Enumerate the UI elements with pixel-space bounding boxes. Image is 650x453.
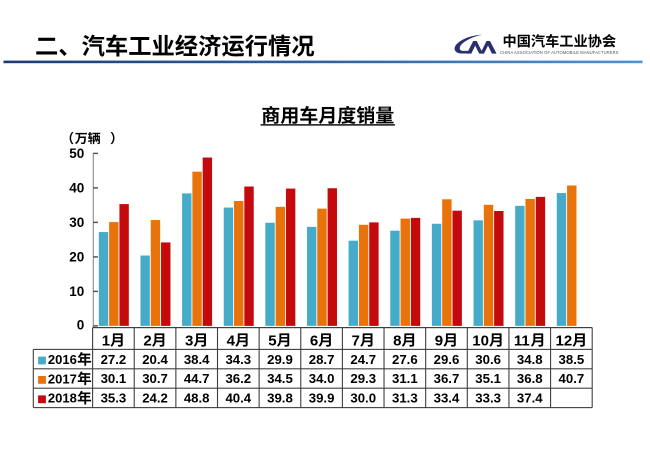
- svg-text:31.3: 31.3: [392, 391, 418, 406]
- svg-text:33.4: 33.4: [434, 391, 460, 406]
- svg-text:8: 8: [393, 332, 401, 349]
- svg-text:7: 7: [352, 332, 360, 349]
- svg-text:2016: 2016: [48, 352, 77, 367]
- svg-text:11: 11: [514, 332, 530, 349]
- svg-text:33.3: 33.3: [475, 391, 501, 406]
- svg-text:38.5: 38.5: [559, 352, 585, 367]
- svg-text:1: 1: [102, 332, 110, 349]
- svg-text:50: 50: [69, 146, 84, 161]
- svg-text:35.3: 35.3: [101, 391, 127, 406]
- svg-text:27.2: 27.2: [101, 352, 127, 367]
- svg-text:2018: 2018: [48, 391, 77, 406]
- svg-text:0: 0: [77, 317, 85, 332]
- svg-text:24.2: 24.2: [142, 391, 168, 406]
- svg-text:39.8: 39.8: [267, 391, 293, 406]
- svg-text:9: 9: [435, 332, 443, 349]
- svg-text:20: 20: [69, 250, 84, 265]
- svg-text:40.4: 40.4: [225, 391, 251, 406]
- svg-text:31.1: 31.1: [392, 371, 418, 386]
- svg-text:36.7: 36.7: [434, 371, 460, 386]
- svg-text:34.0: 34.0: [309, 371, 335, 386]
- svg-text:CHINA ASSOCIATION OF AUTOMOBIL: CHINA ASSOCIATION OF AUTOMOBILE MANUFACT…: [500, 50, 619, 55]
- svg-text:40.7: 40.7: [559, 371, 585, 386]
- svg-text:36.2: 36.2: [225, 371, 251, 386]
- svg-text:29.3: 29.3: [350, 371, 376, 386]
- svg-text:29.9: 29.9: [267, 352, 293, 367]
- svg-text:3: 3: [185, 332, 193, 349]
- svg-text:34.3: 34.3: [225, 352, 251, 367]
- svg-text:4: 4: [227, 332, 236, 349]
- svg-text:30.6: 30.6: [475, 352, 501, 367]
- svg-text:30.1: 30.1: [101, 371, 127, 386]
- svg-text:40: 40: [69, 181, 84, 196]
- svg-text:34.5: 34.5: [267, 371, 293, 386]
- svg-text:10: 10: [472, 332, 489, 349]
- svg-text:39.9: 39.9: [309, 391, 335, 406]
- svg-text:48.8: 48.8: [184, 391, 210, 406]
- svg-text:12: 12: [556, 332, 573, 349]
- svg-text:36.8: 36.8: [517, 371, 543, 386]
- svg-text:27.6: 27.6: [392, 352, 418, 367]
- svg-text:30.7: 30.7: [142, 371, 168, 386]
- svg-text:10: 10: [69, 284, 84, 299]
- svg-text:28.7: 28.7: [309, 352, 335, 367]
- svg-text:2017: 2017: [48, 371, 77, 386]
- svg-text:35.1: 35.1: [475, 371, 501, 386]
- svg-text:37.4: 37.4: [517, 391, 543, 406]
- svg-text:29.6: 29.6: [434, 352, 460, 367]
- svg-text:5: 5: [268, 332, 276, 349]
- svg-text:6: 6: [310, 332, 318, 349]
- svg-text:30.0: 30.0: [350, 391, 376, 406]
- svg-text:2: 2: [143, 332, 151, 349]
- svg-text:44.7: 44.7: [184, 371, 210, 386]
- svg-text:38.4: 38.4: [184, 352, 210, 367]
- svg-text:34.8: 34.8: [517, 352, 543, 367]
- svg-text:24.7: 24.7: [350, 352, 376, 367]
- svg-text:20.4: 20.4: [142, 352, 168, 367]
- svg-text:30: 30: [69, 215, 84, 230]
